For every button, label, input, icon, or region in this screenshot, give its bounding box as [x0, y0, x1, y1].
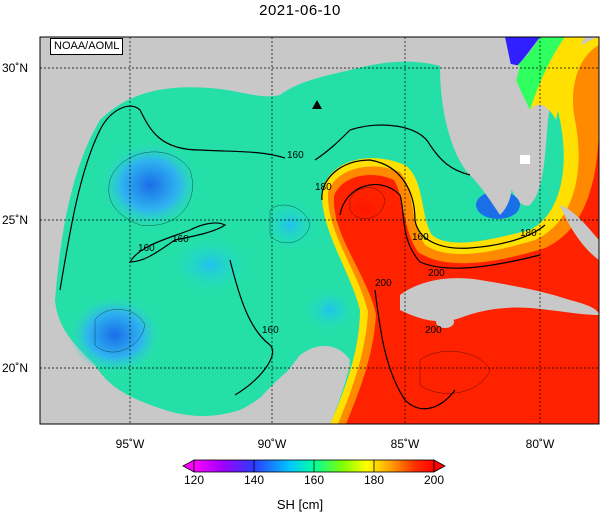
contour-label: 200	[428, 268, 445, 279]
contour-label: 160	[287, 150, 304, 161]
contour-label: 200	[425, 325, 442, 336]
colorbar-tick-120: 120	[183, 473, 205, 487]
contour-label: 180	[520, 228, 537, 239]
lat-label-25n: 25˚N	[2, 213, 29, 227]
contour-180	[321, 159, 546, 249]
atlantic-yellow	[530, 37, 585, 120]
lon-label-80w: 80˚W	[525, 437, 555, 451]
low-southwest	[70, 297, 160, 373]
contour-label: 180	[315, 182, 332, 193]
lon-label-90w: 90˚W	[257, 437, 287, 451]
isle-of-youth	[436, 316, 454, 328]
contour-160-north	[59, 105, 286, 291]
cuba	[400, 278, 599, 322]
colorbar-tick-200: 200	[423, 473, 445, 487]
map-title: 2021-06-10	[259, 2, 341, 19]
colorbar-tick-140: 140	[243, 473, 265, 487]
lat-label-30n: 30˚N	[2, 61, 29, 75]
low-west	[102, 143, 198, 227]
bahamas	[560, 205, 599, 260]
florida	[440, 62, 520, 215]
atlantic-cool	[505, 37, 540, 70]
contour-160-middle	[314, 124, 471, 176]
lon-label-95w: 95˚W	[115, 437, 145, 451]
plot-frame	[39, 36, 600, 425]
lon-label-85w: 85˚W	[390, 437, 420, 451]
buoy-marker-triangle	[312, 100, 322, 109]
contour-label: 160	[262, 325, 279, 336]
lat-label-20n: 20˚N	[2, 361, 29, 375]
colorbar-tick-180: 180	[363, 473, 385, 487]
low-south	[305, 288, 355, 332]
atlantic-green	[512, 37, 565, 110]
contour-160-south	[229, 259, 274, 396]
contour-200	[339, 184, 541, 269]
credit-label: NOAA/AOML	[50, 38, 124, 55]
colorbar-units: SH [cm]	[276, 497, 324, 512]
contour-label: 160	[138, 243, 155, 254]
contour-label: 160	[412, 232, 429, 243]
contour-label: 200	[375, 278, 392, 289]
low-central	[262, 200, 318, 250]
colorbar-arrow-right	[433, 459, 446, 473]
colorbar-tick-160: 160	[303, 473, 325, 487]
contour-160-west	[128, 222, 227, 263]
contour-200-south	[374, 289, 456, 410]
colorbar-arrow-left	[182, 459, 195, 473]
colorbar	[182, 459, 446, 473]
contour-label: 160	[172, 234, 189, 245]
island	[520, 155, 530, 164]
low-mid	[170, 237, 250, 293]
warm-core	[335, 185, 395, 235]
yucatan	[240, 349, 350, 424]
